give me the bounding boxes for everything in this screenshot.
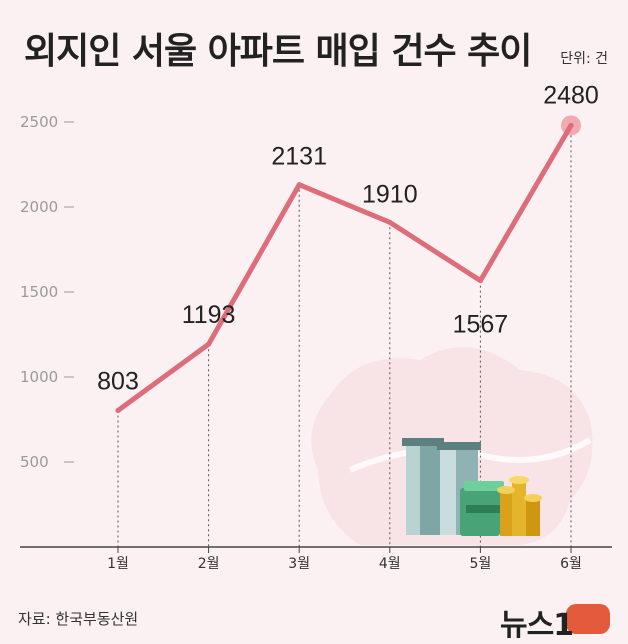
- data-point: [296, 182, 302, 188]
- data-point: [477, 278, 483, 284]
- data-label: 1567: [453, 311, 509, 339]
- x-tick-label: 6월: [560, 556, 582, 572]
- source-note: 자료: 한국부동산원: [18, 610, 139, 628]
- y-tick-label: 1000: [20, 368, 58, 386]
- apartments-and-coins-illustration: [402, 438, 542, 536]
- news-logo: 뉴스1: [500, 608, 574, 643]
- data-labels: 803 1193 2131 1910 1567 2480: [97, 81, 599, 395]
- x-axis: 1월 2월 3월 4월 5월 6월: [20, 546, 612, 572]
- data-point: [206, 341, 212, 347]
- data-label: 1193: [182, 301, 236, 329]
- y-tick-label: 500: [20, 453, 49, 471]
- x-tick-label: 4월: [379, 556, 401, 572]
- y-tick-label: 1500: [20, 283, 58, 301]
- x-tick-label: 5월: [470, 556, 492, 572]
- x-tick-label: 3월: [288, 556, 310, 572]
- data-label: 1910: [362, 180, 418, 208]
- series-line: [115, 122, 574, 413]
- data-series: [115, 115, 581, 413]
- chart-title: 외지인 서울 아파트 매입 건수 추이: [24, 31, 532, 72]
- data-label: 803: [97, 367, 139, 395]
- x-tick-label: 2월: [198, 556, 220, 572]
- y-tick-label: 2500: [20, 113, 58, 131]
- unit-label: 단위: 건: [560, 51, 608, 67]
- data-point: [115, 407, 121, 413]
- data-point: [568, 122, 574, 128]
- y-axis: 500 1000 1500 2000 2500: [20, 113, 74, 471]
- y-tick-label: 2000: [20, 198, 58, 216]
- data-point: [387, 219, 393, 225]
- data-label: 2480: [543, 81, 599, 109]
- data-label: 2131: [271, 143, 327, 171]
- x-tick-label: 1월: [107, 556, 129, 572]
- line-chart: 500 1000 1500 2000 2500 1월 2월 3월 4월 5월 6월 803 1193…: [20, 81, 612, 572]
